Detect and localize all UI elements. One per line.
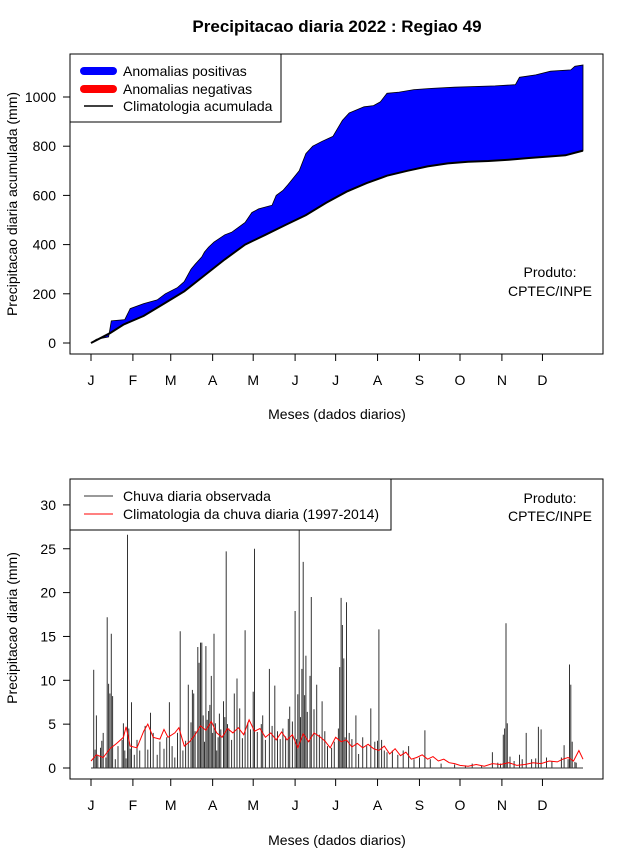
product-label: Produto: — [524, 264, 577, 280]
cumulative-y-tick-label: 400 — [33, 237, 57, 253]
daily-y-tick-label: 25 — [40, 541, 56, 557]
cumulative-y-tick-label: 1000 — [25, 89, 56, 105]
daily-x-tick-label: S — [415, 797, 424, 813]
cumulative-legend: Anomalias positivas Anomalias negativas … — [69, 53, 282, 123]
daily-y-tick-label: 0 — [48, 760, 56, 776]
legend-negative-label: Anomalias negativas — [123, 81, 252, 97]
cumulative-y-tick-label: 200 — [33, 286, 57, 302]
cumulative-y-tick-label: 0 — [48, 335, 56, 351]
cumulative-x-tick-label: O — [455, 372, 466, 388]
cumulative-x-tick-label: M — [165, 372, 177, 388]
daily-x-tick-label: N — [497, 797, 507, 813]
daily-x-tick-label: J — [292, 797, 299, 813]
legend-daily-climatology-label: Climatologia da chuva diaria (1997-2014) — [123, 506, 379, 522]
cumulative-panel: 0 200 400 600 800 1000 J F M A M J J A S O N D Meses (da… — [4, 53, 604, 422]
cumulative-x-axis-label: Meses (dados diarios) — [268, 406, 406, 422]
daily-legend: Chuva diaria observada Climatologia da c… — [69, 478, 392, 531]
cumulative-x-tick-label: J — [88, 372, 95, 388]
product-label-bottom: Produto: — [524, 490, 577, 506]
daily-x-tick-label: A — [373, 797, 383, 813]
legend-observed-label: Chuva diaria observada — [123, 488, 271, 504]
cumulative-x-tick-label: A — [373, 372, 383, 388]
cumulative-y-tick-label: 800 — [33, 138, 57, 154]
cumulative-x-tick-label: M — [247, 372, 259, 388]
cumulative-plot-frame — [69, 53, 604, 355]
cumulative-x-tick-label: F — [129, 372, 138, 388]
climatology-cumulative-line — [90, 149, 584, 344]
daily-legend-box — [69, 478, 392, 531]
product-source-bottom: CPTEC/INPE — [508, 508, 592, 524]
cumulative-x-tick-label: N — [497, 372, 507, 388]
daily-y-tick-label: 5 — [48, 716, 56, 732]
cumulative-x-tick-label: J — [292, 372, 299, 388]
cumulative-x-tick-label: J — [332, 372, 339, 388]
daily-x-axis-label: Meses (dados diarios) — [268, 832, 406, 848]
legend-climatology-label: Climatologia acumulada — [123, 98, 273, 114]
daily-x-tick-label: O — [455, 797, 466, 813]
cumulative-y-tick-label: 600 — [33, 187, 57, 203]
daily-climatology-line — [90, 718, 584, 767]
daily-panel: 0 5 10 15 20 25 30 J F M A M J J A S O N D Meses (dados d… — [4, 478, 604, 848]
daily-x-tick-label: J — [88, 797, 95, 813]
daily-x-tick-label: M — [165, 797, 177, 813]
cumulative-y-axis-label: Precipitacao diaria acumulada (mm) — [4, 92, 20, 316]
cumulative-x-tick-label: D — [537, 372, 547, 388]
daily-x-tick-label: F — [129, 797, 138, 813]
daily-y-tick-label: 15 — [40, 628, 56, 644]
legend-positive-label: Anomalias positivas — [123, 63, 247, 79]
daily-x-tick-label: D — [537, 797, 547, 813]
cumulative-x-tick-label: A — [208, 372, 218, 388]
daily-y-tick-label: 30 — [40, 497, 56, 513]
cumulative-x-tick-label: S — [415, 372, 424, 388]
daily-x-tick-label: A — [208, 797, 218, 813]
daily-x-tick-label: M — [247, 797, 259, 813]
product-source: CPTEC/INPE — [508, 283, 592, 299]
daily-y-axis-label: Precipitacao diaria (mm) — [4, 552, 20, 704]
daily-y-tick-label: 10 — [40, 672, 56, 688]
chart-title: Precipitacao diaria 2022 : Regiao 49 — [192, 17, 481, 36]
daily-x-tick-label: J — [332, 797, 339, 813]
daily-y-tick-label: 20 — [40, 585, 56, 601]
